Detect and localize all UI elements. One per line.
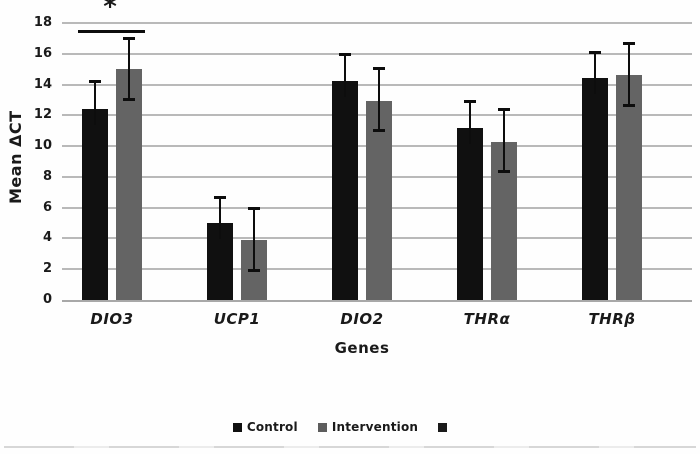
error-bar-intervention-UCP1 bbox=[253, 207, 255, 271]
x-category-label-UCP1: UCP1 bbox=[213, 310, 261, 328]
error-cap-bottom-intervention-UCP1 bbox=[248, 268, 260, 272]
bar-control-THRβ bbox=[582, 78, 608, 300]
legend-label: Intervention bbox=[331, 420, 419, 434]
error-cap-top-control-DIO2 bbox=[339, 52, 351, 56]
error-cap-top-intervention-DIO3 bbox=[123, 37, 135, 41]
error-cap-bottom-intervention-THRα bbox=[498, 170, 510, 174]
significance-asterisk: * bbox=[103, 0, 117, 22]
error-cap-bottom-intervention-DIO2 bbox=[373, 128, 385, 132]
y-tick-label-4: 4 bbox=[42, 230, 52, 246]
error-bar-control-UCP1 bbox=[219, 196, 221, 240]
legend-item-extra bbox=[438, 422, 448, 432]
legend-swatch-icon bbox=[438, 422, 448, 432]
y-tick-label-2: 2 bbox=[42, 261, 52, 277]
legend-label: Control bbox=[246, 420, 298, 434]
error-cap-bottom-intervention-DIO3 bbox=[123, 97, 135, 101]
error-bar-intervention-DIO2 bbox=[378, 67, 380, 131]
gridline-y-18 bbox=[62, 22, 692, 24]
error-bar-intervention-THRα bbox=[503, 109, 505, 173]
bar-intervention-THRβ bbox=[616, 75, 642, 300]
bar-intervention-DIO3 bbox=[116, 69, 142, 300]
y-tick-label-6: 6 bbox=[42, 199, 52, 215]
y-tick-label-12: 12 bbox=[33, 107, 52, 123]
bar-intervention-DIO2 bbox=[366, 101, 392, 300]
bar-control-DIO2 bbox=[332, 81, 358, 300]
legend-item-intervention: Intervention bbox=[317, 420, 419, 434]
x-axis-title: Genes bbox=[334, 339, 390, 357]
legend: Control Intervention bbox=[0, 420, 680, 434]
y-tick-label-10: 10 bbox=[33, 138, 52, 154]
legend-swatch-icon bbox=[232, 422, 242, 432]
y-tick-label-18: 18 bbox=[33, 15, 52, 30]
y-tick-label-0: 0 bbox=[42, 292, 52, 307]
error-cap-top-intervention-DIO2 bbox=[373, 66, 385, 70]
x-category-label-THRβ: THRβ bbox=[588, 310, 636, 328]
error-bar-intervention-DIO3 bbox=[128, 38, 130, 100]
legend-swatch-icon bbox=[317, 422, 327, 432]
x-category-label-THRα: THRα bbox=[463, 310, 511, 328]
error-cap-top-control-THRα bbox=[464, 100, 476, 104]
significance-line bbox=[78, 30, 145, 33]
legend-item-control: Control bbox=[232, 420, 298, 434]
y-tick-label-16: 16 bbox=[33, 45, 52, 61]
error-bar-control-DIO3 bbox=[94, 81, 96, 126]
bar-control-DIO3 bbox=[82, 109, 108, 300]
y-tick-label-8: 8 bbox=[42, 168, 52, 184]
error-cap-top-intervention-UCP1 bbox=[248, 206, 260, 210]
error-bar-intervention-THRβ bbox=[628, 43, 630, 107]
error-cap-top-control-DIO3 bbox=[89, 80, 101, 84]
gridline-y-14 bbox=[62, 83, 692, 86]
gridline-y-16 bbox=[62, 52, 692, 55]
plot-area bbox=[62, 22, 692, 302]
error-bar-control-DIO2 bbox=[344, 53, 346, 98]
bar-control-THRα bbox=[457, 127, 483, 300]
error-bar-control-THRα bbox=[469, 101, 471, 144]
y-tick-label-14: 14 bbox=[33, 76, 52, 92]
error-cap-bottom-intervention-THRβ bbox=[623, 104, 635, 108]
error-cap-top-control-THRβ bbox=[589, 51, 601, 55]
x-category-label-DIO3: DIO3 bbox=[90, 310, 134, 328]
error-cap-top-control-UCP1 bbox=[214, 195, 226, 199]
bottom-divider-line bbox=[4, 446, 696, 448]
error-cap-top-intervention-THRα bbox=[498, 108, 510, 112]
x-category-label-DIO2: DIO2 bbox=[340, 310, 384, 328]
error-cap-top-intervention-THRβ bbox=[623, 42, 635, 45]
error-bar-control-THRβ bbox=[594, 52, 596, 95]
